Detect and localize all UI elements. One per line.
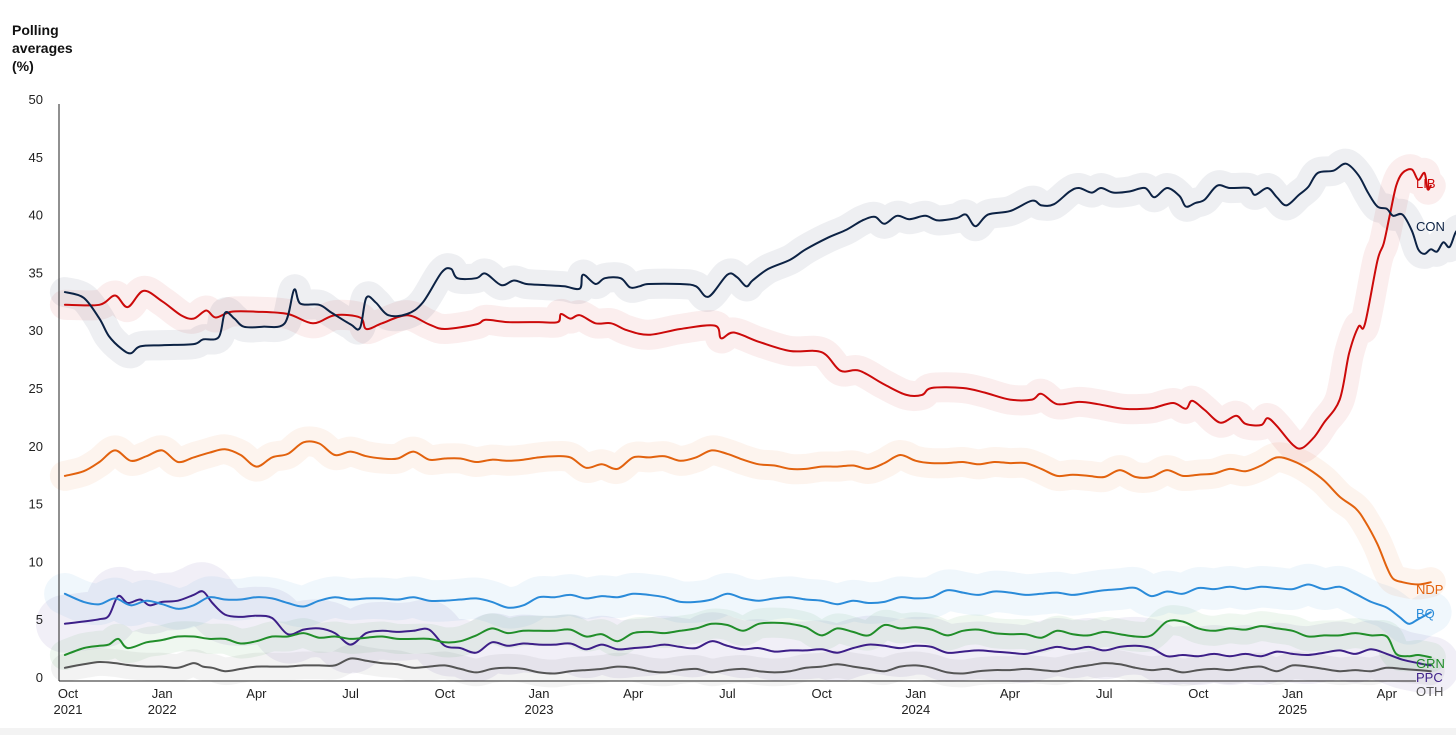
bq-label: BQ xyxy=(1416,606,1435,621)
y-tick-label: 20 xyxy=(29,439,43,454)
y-tick-label: 5 xyxy=(36,612,43,627)
x-tick-year: 2025 xyxy=(1278,702,1307,717)
x-tick-year: 2022 xyxy=(148,702,177,717)
x-tick-label: Oct xyxy=(811,686,832,701)
ppc-label: PPC xyxy=(1416,670,1443,685)
series-lines xyxy=(63,162,1456,675)
lib-label: LIB xyxy=(1416,176,1436,191)
y-tick-label: 35 xyxy=(29,265,43,280)
y-tick-label: 40 xyxy=(29,208,43,223)
x-tick-year: 2023 xyxy=(525,702,554,717)
bottom-strip xyxy=(0,728,1456,735)
y-tick-label: 50 xyxy=(29,92,43,107)
y-tick-label: 25 xyxy=(29,381,43,396)
con-confidence-band xyxy=(49,148,1456,369)
bq-series-line xyxy=(63,583,1432,625)
grn-series-line xyxy=(63,619,1432,659)
x-tick-label: Jul xyxy=(719,686,736,701)
x-tick-label: Jan xyxy=(529,686,550,701)
y-tick-label: 30 xyxy=(29,323,43,338)
x-tick-year: 2024 xyxy=(901,702,930,717)
x-tick-label: Jan xyxy=(152,686,173,701)
y-tick-label: 10 xyxy=(29,554,43,569)
x-tick-label: Apr xyxy=(246,686,267,701)
y-axis-title-line-1: Polling xyxy=(12,22,59,38)
x-tick-label: Oct xyxy=(58,686,79,701)
y-tick-label: 15 xyxy=(29,497,43,512)
ppc-series-line xyxy=(63,590,1432,667)
x-tick-label: Oct xyxy=(435,686,456,701)
x-tick-label: Apr xyxy=(1000,686,1021,701)
x-tick-label: Jan xyxy=(1282,686,1303,701)
x-tick-label: Apr xyxy=(1377,686,1398,701)
grn-label: GRN xyxy=(1416,656,1445,671)
ndp-confidence-band xyxy=(49,426,1446,600)
ndp-label: NDP xyxy=(1416,582,1443,597)
y-axis-title-line-3: (%) xyxy=(12,58,34,74)
y-axis-title-line-2: averages xyxy=(12,40,73,56)
con-series-line xyxy=(63,162,1456,355)
lib-confidence-band xyxy=(49,154,1446,464)
oth-label: OTH xyxy=(1416,684,1443,699)
con-label: CON xyxy=(1416,219,1445,234)
x-tick-label: Oct xyxy=(1188,686,1209,701)
x-tick-label: Jan xyxy=(905,686,926,701)
x-tick-label: Jul xyxy=(342,686,359,701)
y-axis-title: Polling averages (%) xyxy=(12,22,73,74)
y-tick-label: 0 xyxy=(36,670,43,685)
confidence-bands xyxy=(36,148,1456,695)
x-tick-year: 2021 xyxy=(54,702,83,717)
ndp-series-line xyxy=(63,440,1432,586)
y-tick-label: 45 xyxy=(29,150,43,165)
x-tick-label: Jul xyxy=(1096,686,1113,701)
oth-series-line xyxy=(63,657,1432,675)
x-tick-label: Apr xyxy=(623,686,644,701)
